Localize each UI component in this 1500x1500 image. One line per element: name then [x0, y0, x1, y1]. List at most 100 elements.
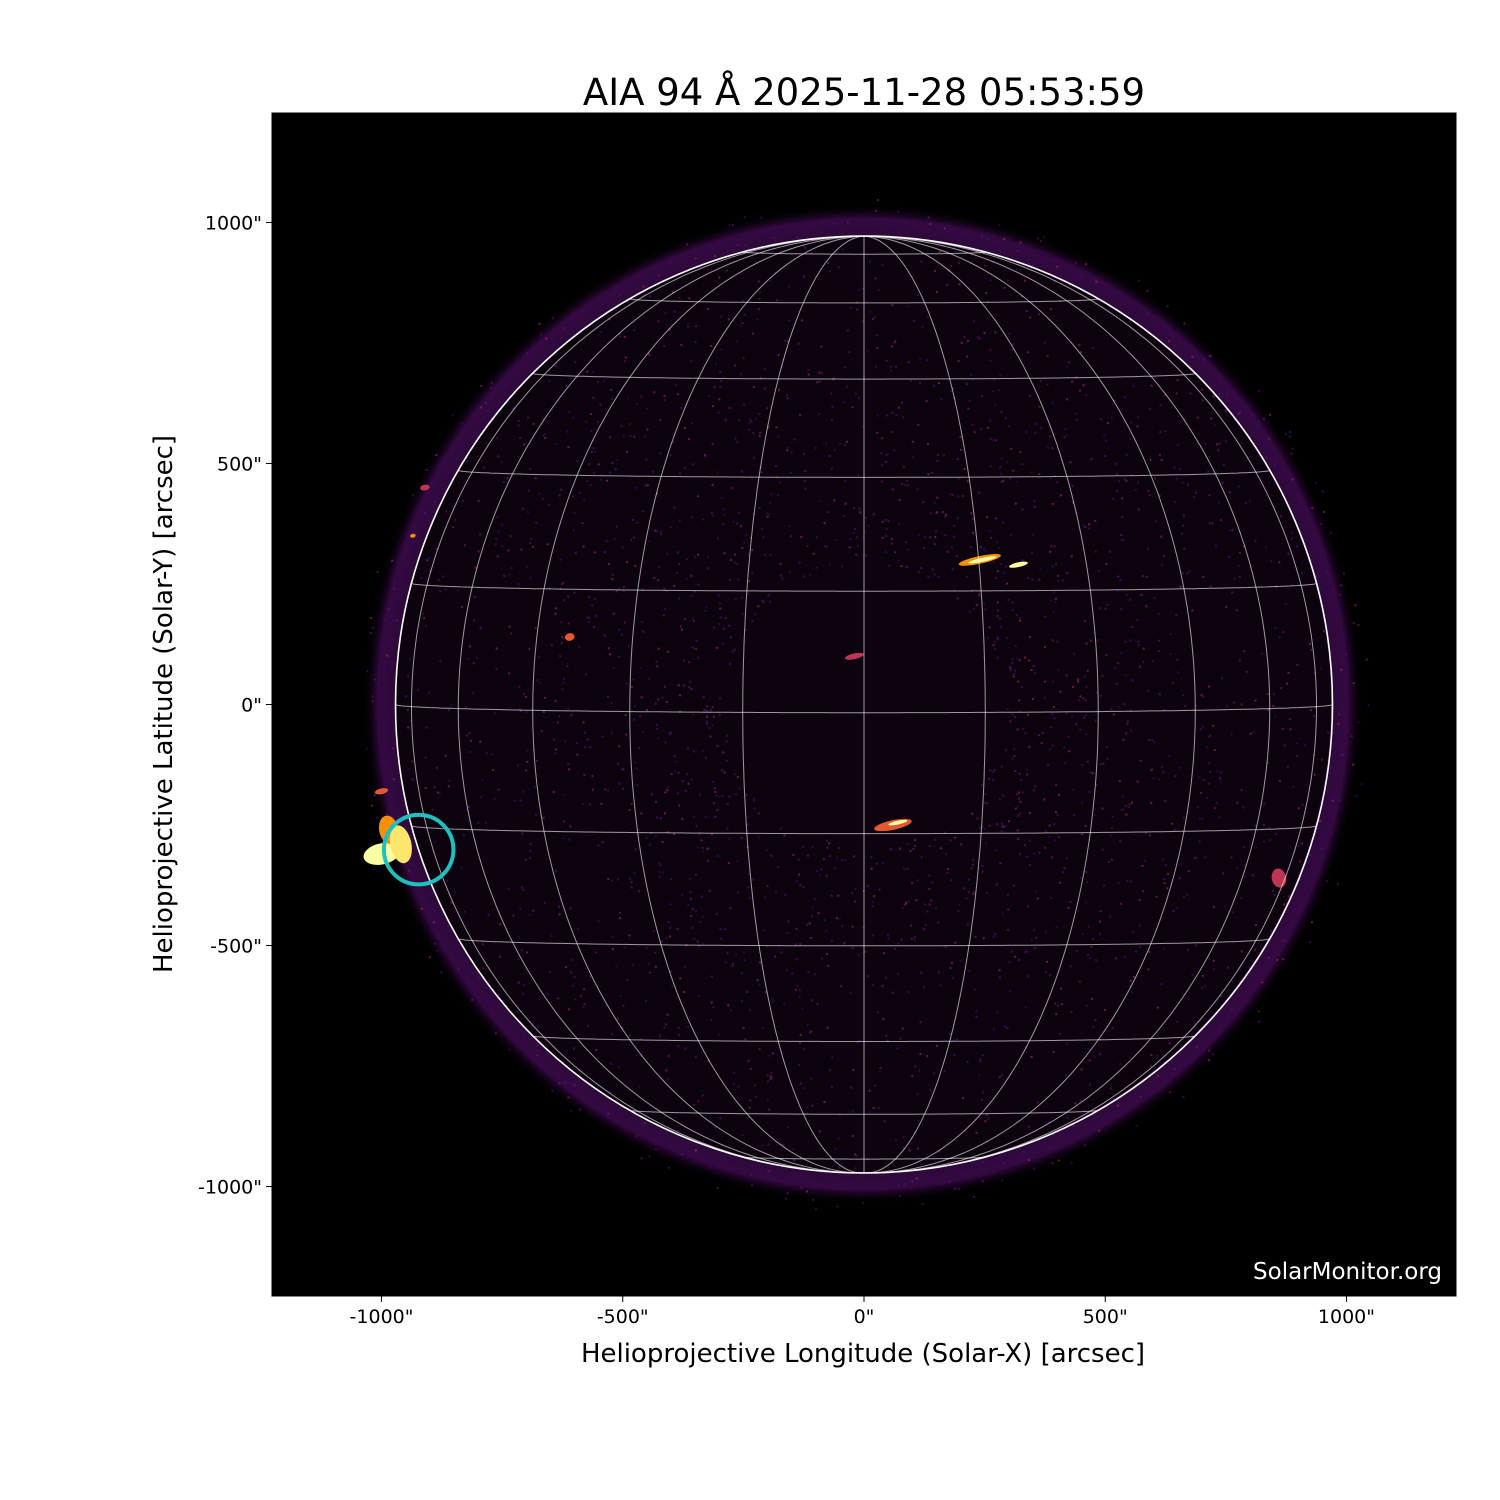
noise-pixel — [1237, 564, 1240, 567]
noise-pixel — [676, 551, 679, 554]
noise-pixel — [563, 677, 566, 680]
noise-pixel — [989, 769, 992, 772]
noise-pixel — [724, 418, 727, 421]
noise-pixel — [1184, 705, 1187, 708]
noise-pixel — [762, 929, 765, 932]
noise-pixel — [552, 342, 555, 345]
noise-pixel — [770, 854, 773, 857]
noise-pixel — [640, 696, 643, 699]
noise-pixel — [1085, 1005, 1088, 1008]
noise-pixel — [633, 329, 636, 332]
noise-pixel — [994, 933, 997, 936]
noise-pixel — [918, 1069, 921, 1072]
noise-pixel — [1051, 401, 1054, 404]
noise-pixel — [994, 439, 997, 442]
noise-pixel — [885, 534, 888, 537]
noise-pixel — [1099, 933, 1102, 936]
noise-pixel — [877, 1106, 880, 1109]
noise-pixel — [694, 910, 697, 913]
noise-pixel — [778, 389, 781, 392]
noise-pixel — [1289, 431, 1292, 434]
noise-pixel — [762, 601, 765, 604]
noise-pixel — [570, 958, 573, 961]
noise-pixel — [654, 702, 657, 705]
noise-pixel — [1248, 966, 1251, 969]
noise-pixel — [626, 978, 629, 981]
noise-pixel — [656, 492, 659, 495]
noise-pixel — [560, 641, 563, 644]
noise-pixel — [733, 773, 736, 776]
noise-pixel — [999, 466, 1002, 469]
noise-pixel — [460, 605, 463, 608]
noise-pixel — [607, 647, 610, 650]
noise-pixel — [1300, 842, 1303, 845]
noise-pixel — [589, 413, 592, 416]
noise-pixel — [372, 626, 375, 629]
noise-pixel — [915, 1177, 918, 1180]
noise-pixel — [508, 672, 511, 675]
noise-pixel — [1056, 813, 1059, 816]
noise-pixel — [607, 1112, 610, 1115]
noise-pixel — [633, 435, 636, 438]
noise-pixel — [937, 381, 940, 384]
noise-pixel — [603, 551, 606, 554]
noise-pixel — [1191, 973, 1194, 976]
noise-pixel — [715, 646, 718, 649]
noise-pixel — [714, 790, 717, 793]
noise-pixel — [535, 521, 538, 524]
noise-pixel — [981, 784, 984, 787]
noise-pixel — [556, 997, 559, 1000]
noise-pixel — [743, 959, 746, 962]
noise-pixel — [752, 385, 755, 388]
noise-pixel — [471, 998, 474, 1001]
noise-pixel — [605, 1004, 608, 1007]
noise-pixel — [746, 823, 749, 826]
noise-pixel — [1123, 477, 1126, 480]
noise-pixel — [810, 937, 813, 940]
noise-pixel — [739, 525, 742, 528]
noise-pixel — [825, 839, 828, 842]
noise-pixel — [601, 736, 604, 739]
noise-pixel — [1286, 682, 1289, 685]
noise-pixel — [1141, 325, 1144, 328]
noise-pixel — [989, 437, 992, 440]
noise-pixel — [1075, 949, 1078, 952]
noise-pixel — [1220, 771, 1223, 774]
noise-pixel — [635, 767, 638, 770]
noise-pixel — [653, 576, 656, 579]
noise-pixel — [893, 341, 896, 344]
noise-pixel — [447, 785, 450, 788]
noise-pixel — [718, 276, 721, 279]
noise-pixel — [497, 788, 500, 791]
noise-pixel — [730, 636, 733, 639]
noise-pixel — [619, 917, 622, 920]
noise-pixel — [799, 884, 802, 887]
noise-pixel — [523, 443, 526, 446]
noise-pixel — [738, 511, 741, 514]
noise-pixel — [1311, 507, 1314, 510]
noise-pixel — [779, 827, 782, 830]
noise-pixel — [541, 497, 544, 500]
noise-pixel — [626, 300, 629, 303]
noise-pixel — [1001, 794, 1004, 797]
noise-pixel — [1054, 1002, 1057, 1005]
noise-pixel — [1028, 746, 1031, 749]
noise-pixel — [715, 794, 718, 797]
noise-pixel — [1352, 682, 1355, 685]
noise-pixel — [633, 718, 636, 721]
noise-pixel — [837, 846, 840, 849]
noise-pixel — [628, 1034, 631, 1037]
noise-pixel — [691, 646, 694, 649]
noise-pixel — [1039, 568, 1042, 571]
noise-pixel — [417, 688, 420, 691]
noise-pixel — [841, 565, 844, 568]
noise-pixel — [1011, 757, 1014, 760]
noise-pixel — [1167, 872, 1170, 875]
noise-pixel — [818, 874, 821, 877]
noise-pixel — [1140, 593, 1143, 596]
noise-pixel — [690, 594, 693, 597]
noise-pixel — [909, 379, 912, 382]
noise-pixel — [786, 397, 789, 400]
noise-pixel — [1281, 940, 1284, 943]
noise-pixel — [1047, 764, 1050, 767]
